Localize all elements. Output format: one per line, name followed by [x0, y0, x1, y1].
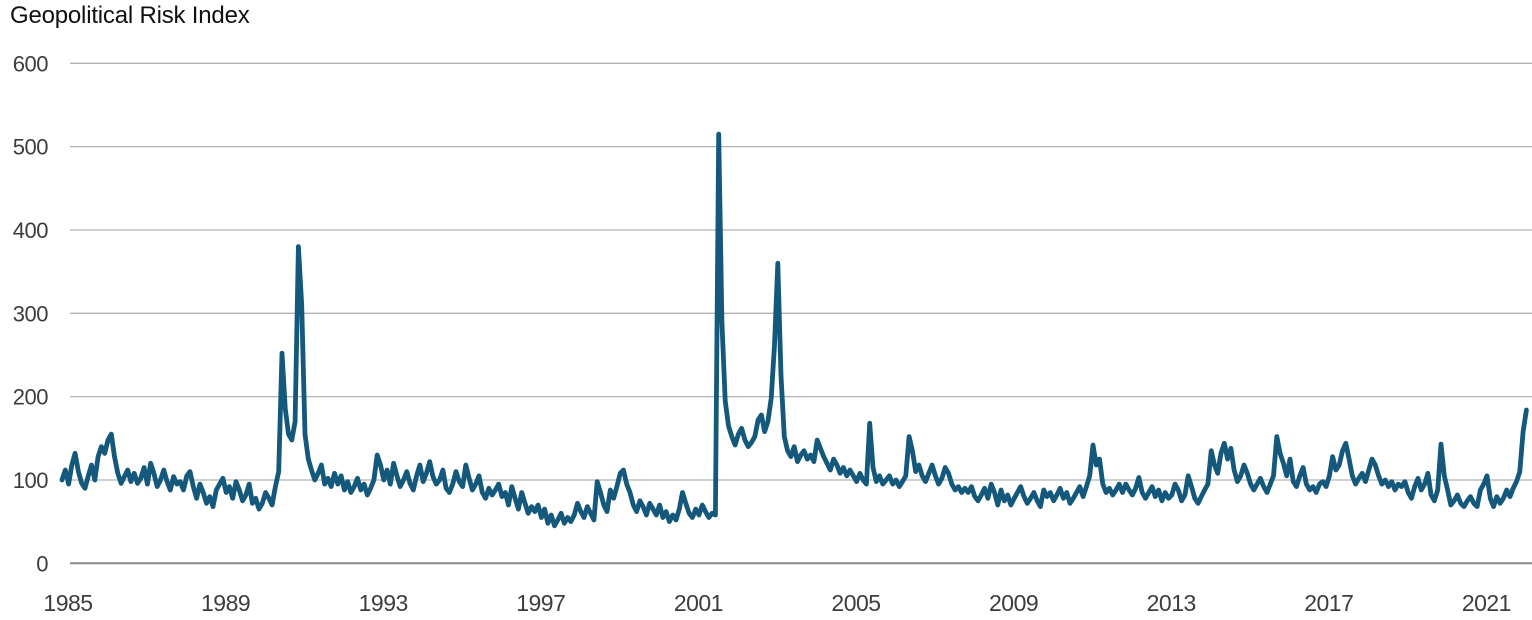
y-axis-tick-label: 300 [13, 301, 48, 326]
x-axis-tick-label: 1989 [201, 590, 250, 616]
x-axis-tick-label: 1993 [359, 590, 408, 616]
x-axis-tick-label: 1985 [43, 590, 92, 616]
y-axis-tick-label: 600 [13, 51, 48, 76]
gpr-series-line [59, 131, 1529, 529]
x-axis-tick-labels: 1985 1989 1993 1997 2001 2005 2009 2013 2017 2021 [43, 590, 1511, 616]
x-axis-tick-label: 2009 [989, 590, 1038, 616]
y-axis-tick-label: 0 [36, 551, 48, 576]
series-layer [59, 131, 1529, 529]
x-axis-tick-label: 2005 [831, 590, 880, 616]
x-axis-tick-label: 2017 [1304, 590, 1353, 616]
y-axis-tick-label: 400 [13, 218, 48, 243]
y-axis-tick-label: 200 [13, 385, 48, 410]
x-axis-tick-label: 2001 [674, 590, 723, 616]
chart-title: Geopolitical Risk Index [10, 2, 250, 29]
x-axis-tick-label: 2013 [1147, 590, 1196, 616]
x-axis-tick-label: 2021 [1462, 590, 1511, 616]
y-axis-tick-label: 500 [13, 135, 48, 160]
y-axis-tick-label: 100 [13, 468, 48, 493]
y-axis-tick-labels: 0 100 200 300 400 500 600 [13, 51, 49, 576]
x-axis-tick-label: 1997 [516, 590, 565, 616]
